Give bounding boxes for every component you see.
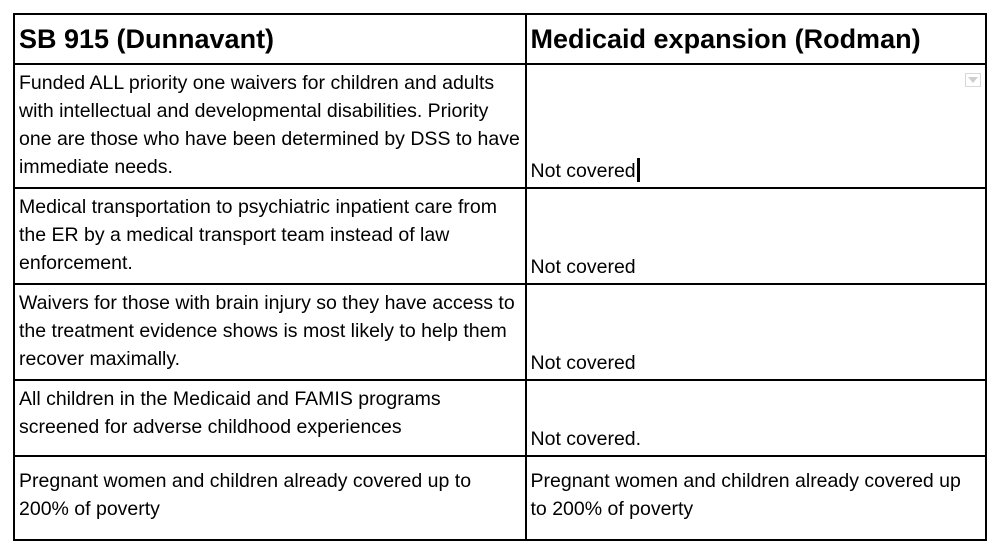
- table-row: Funded ALL priority one waivers for chil…: [13, 63, 988, 189]
- text-cursor: [636, 158, 640, 182]
- table-cell[interactable]: Funded ALL priority one waivers for chil…: [13, 63, 527, 189]
- table-cell[interactable]: Medical transportation to psychiatric in…: [13, 187, 527, 285]
- header-cell-sb915[interactable]: SB 915 (Dunnavant): [13, 13, 527, 65]
- table-cell[interactable]: Waivers for those with brain injury so t…: [13, 283, 527, 381]
- table-row: All children in the Medicaid and FAMIS p…: [13, 379, 988, 457]
- table-cell[interactable]: Not covered.: [524, 379, 988, 457]
- comparison-table: SB 915 (Dunnavant) Medicaid expansion (R…: [13, 13, 988, 541]
- table-row: Pregnant women and children already cove…: [13, 455, 988, 541]
- cell-text: Not covered: [530, 160, 636, 182]
- table-cell[interactable]: All children in the Medicaid and FAMIS p…: [13, 379, 527, 457]
- header-cell-medicaid-expansion[interactable]: Medicaid expansion (Rodman): [524, 13, 988, 65]
- table-cell[interactable]: Not covered: [524, 187, 988, 285]
- table-cell[interactable]: Pregnant women and children already cove…: [524, 455, 988, 541]
- header-row: SB 915 (Dunnavant) Medicaid expansion (R…: [13, 13, 988, 65]
- table-row: Waivers for those with brain injury so t…: [13, 283, 988, 381]
- chevron-down-icon[interactable]: [965, 73, 981, 87]
- table-cell-active[interactable]: Not covered: [524, 63, 988, 189]
- table-cell[interactable]: Not covered: [524, 283, 988, 381]
- table-row: Medical transportation to psychiatric in…: [13, 187, 988, 285]
- table-cell[interactable]: Pregnant women and children already cove…: [13, 455, 527, 541]
